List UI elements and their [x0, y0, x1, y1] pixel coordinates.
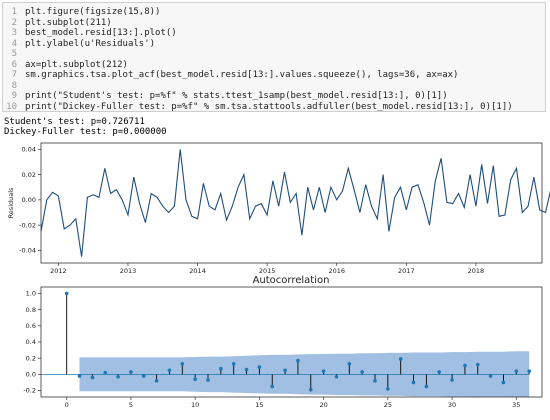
- acf-point: [270, 384, 275, 389]
- acf-point: [514, 369, 519, 373]
- acf-point: [283, 368, 287, 373]
- acf-point: [373, 379, 377, 383]
- acf-point: [488, 374, 493, 378]
- acf-plot: Autocorrelation 1.0 0.8 0.6 0.4 0.2 0.0 -0.2 0…: [23, 275, 543, 409]
- dickey-fuller-output: Dickey-Fuller test: p=0.000000: [4, 127, 167, 137]
- code-text: plt.subplot(211): [25, 17, 112, 28]
- acf-point: [437, 370, 442, 374]
- acf-point: [463, 363, 467, 368]
- x-tick-label: 2013: [120, 267, 137, 275]
- acf-point: [103, 370, 108, 375]
- acf-point: [167, 368, 172, 373]
- y-tick-label: 0.4: [26, 338, 36, 346]
- residuals-series-line: [40, 149, 550, 257]
- acf-point: [154, 379, 159, 383]
- acf-point: [206, 378, 210, 382]
- x-tick-label: 2015: [259, 267, 276, 275]
- acf-point: [141, 374, 146, 378]
- x-tick-label: 2018: [468, 267, 485, 275]
- x-tick-label: 20: [319, 401, 327, 409]
- code-text: sm.graphics.tsa.plot_acf(best_model.resi…: [25, 70, 459, 80]
- line-number: 9: [11, 91, 17, 101]
- y-tick-label: -0.2: [23, 387, 36, 395]
- acf-point: [257, 365, 262, 369]
- residuals-plot-frame: [40, 142, 543, 264]
- y-tick-label: 1.0: [26, 290, 36, 298]
- acf-x-axis: 0 5 10 15 20 25 30 35: [65, 397, 520, 409]
- acf-point: [347, 362, 352, 366]
- code-cell[interactable]: 1 plt.figure(figsize(15,8)) 2 plt.subplot(2…: [2, 2, 546, 112]
- y-tick-label: 0.6: [26, 322, 36, 330]
- x-tick-label: 0: [65, 401, 69, 409]
- acf-point: [308, 387, 313, 392]
- y-tick-label: 0.2: [26, 354, 36, 362]
- code-text: ax=plt.subplot(212): [25, 59, 128, 70]
- acf-point: [475, 362, 480, 367]
- acf-point: [296, 358, 300, 363]
- x-tick-label: 2012: [50, 267, 67, 275]
- y-tick-label: 0.00: [22, 196, 36, 204]
- x-tick-label: 2016: [328, 267, 345, 275]
- y-tick-label: 0.02: [22, 171, 36, 179]
- acf-point: [450, 378, 454, 382]
- code-text: print("Dickey-Fuller test: p=%f" % sm.ts…: [25, 101, 513, 112]
- acf-y-axis: 1.0 0.8 0.6 0.4 0.2 0.0 -0.2: [23, 290, 41, 395]
- acf-point: [129, 370, 133, 374]
- acf-point: [90, 375, 95, 380]
- acf-point: [231, 362, 236, 366]
- x-tick-label: 5: [129, 401, 133, 409]
- x-tick-label: 10: [191, 401, 199, 409]
- x-tick-label: 25: [384, 401, 392, 409]
- x-tick-label: 15: [255, 401, 263, 409]
- residuals-y-label: Residuals: [7, 187, 15, 218]
- y-tick-label: -0.02: [19, 221, 36, 229]
- code-text: plt.figure(figsize(15,8)): [25, 7, 161, 17]
- x-tick-label: 2017: [398, 267, 415, 275]
- x-tick-label: 30: [448, 401, 456, 409]
- line-number: 4: [11, 38, 17, 49]
- line-number: 1: [11, 7, 17, 17]
- residuals-plot: 0.040.020.00-0.02-0.04 2012 2013 2014 2015 2…: [7, 142, 550, 275]
- code-text: print("Student's test: p=%f" % stats.tte…: [25, 91, 448, 101]
- students-test-output: Student's test: p=0.726711: [4, 117, 145, 127]
- line-number: 2: [11, 17, 17, 28]
- line-number: 6: [11, 59, 17, 70]
- acf-point: [398, 357, 403, 361]
- acf-point: [321, 369, 326, 373]
- y-tick-label: 0.0: [26, 371, 36, 379]
- acf-point: [219, 366, 223, 371]
- x-tick-label: 35: [512, 401, 520, 409]
- acf-point: [334, 374, 339, 379]
- line-number: 8: [11, 80, 17, 91]
- acf-point: [386, 387, 390, 391]
- acf-point: [244, 367, 249, 372]
- residuals-x-axis: 2012 2013 2014 2015 2016 2017 2018: [50, 263, 484, 275]
- acf-point: [64, 291, 69, 296]
- acf-point: [193, 377, 197, 382]
- acf-title: Autocorrelation: [253, 275, 330, 286]
- line-number: 3: [11, 28, 17, 38]
- code-text: best_model.resid[13:].plot(): [25, 28, 177, 38]
- y-tick-label: 0.04: [22, 146, 36, 154]
- acf-point: [527, 369, 531, 373]
- acf-point: [116, 374, 120, 379]
- acf-stems: [64, 291, 531, 392]
- acf-point: [180, 362, 185, 366]
- acf-point: [360, 370, 364, 374]
- acf-point: [77, 374, 82, 378]
- code-text: plt.ylabel(u'Residuals'): [25, 38, 156, 49]
- acf-point: [411, 380, 416, 385]
- line-number: 10: [6, 101, 17, 112]
- x-tick-label: 2014: [189, 267, 206, 275]
- y-tick-label: -0.04: [19, 247, 36, 255]
- acf-point: [501, 380, 506, 385]
- line-number: 7: [11, 70, 17, 80]
- y-tick-label: 0.8: [26, 306, 36, 314]
- line-number: 5: [11, 49, 17, 59]
- residuals-y-axis: 0.04 0.02 0.00 -0.02 -0.04: [19, 146, 41, 255]
- acf-point: [424, 384, 429, 389]
